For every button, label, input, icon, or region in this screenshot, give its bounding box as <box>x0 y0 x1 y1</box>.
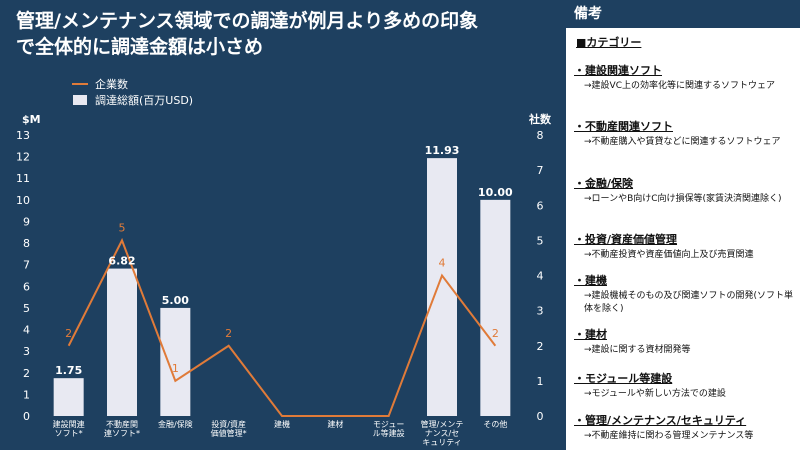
note-item: ・投資/資産価値管理 →不動産投資や資産価値向上及び売買関連 <box>574 231 796 262</box>
note-item: ・管理/メンテナンス/セキュリティ →不動産維持に関わる管理メンテナンス等 <box>574 412 796 443</box>
left-axis-tick-label: 1 <box>23 388 30 401</box>
right-axis-tick-label: 4 <box>537 270 544 283</box>
left-axis-tick-label: 8 <box>23 237 30 250</box>
note-category: ・建機 <box>574 274 607 287</box>
chart-title-line-2: で全体的に調達金額は小さめ <box>16 36 264 58</box>
note-category: ・建材 <box>574 328 607 341</box>
right-axis-tick-label: 0 <box>537 410 544 423</box>
company-count-line <box>67 237 497 417</box>
legend-bar-swatch <box>73 95 87 105</box>
right-axis-tick-label: 3 <box>537 305 544 318</box>
left-axis-tick-label: 11 <box>16 172 30 185</box>
line-data-label: 2 <box>65 327 72 340</box>
notes-list-title: ■カテゴリー <box>576 36 642 49</box>
category-tick-label: 金融/保険 <box>158 419 193 429</box>
bar <box>107 268 137 416</box>
bar <box>427 158 457 416</box>
note-description: →不動産購入や賃貸などに関連するソフトウェア <box>584 137 781 147</box>
right-axis-tick-label: 7 <box>537 164 544 177</box>
category-tick-label: その他 <box>483 419 507 429</box>
category-tick-label: 建材 <box>327 419 343 429</box>
left-axis-tick-label: 9 <box>23 215 30 228</box>
line-data-label: 2 <box>225 327 232 340</box>
left-axis-tick-label: 10 <box>16 194 30 207</box>
right-axis-tick-label: 6 <box>537 199 544 212</box>
note-description: →建設VC上の効率化等に関連するソフトウェア <box>584 81 775 91</box>
left-axis-tick-label: 3 <box>23 345 30 358</box>
chart-legend: 企業数 調達総額(百万USD) <box>72 77 193 107</box>
category-tick-label: 投資/資産価値管理* <box>211 419 247 438</box>
note-category: ・建設関連ソフト <box>574 64 662 77</box>
right-axis-tick-label: 8 <box>537 129 544 142</box>
note-description: →モジュールや新しい方法での建設 <box>584 389 726 399</box>
bar <box>160 307 191 416</box>
note-description: →不動産投資や資産価値向上及び売買関連 <box>584 250 754 260</box>
note-description: →建設に関する資材開発等 <box>584 345 691 355</box>
note-category: ・管理/メンテナンス/セキュリティ <box>574 414 747 427</box>
left-axis-tick-label: 2 <box>23 367 30 380</box>
line-data-label: 4 <box>439 257 446 270</box>
bar-data-label: 11.93 <box>425 144 460 157</box>
note-description: →ローンやB向けC向け損保等(家賃決済関連除く) <box>584 194 782 204</box>
left-axis-tick-label: 13 <box>16 129 30 142</box>
bar-data-label: 1.75 <box>55 364 82 377</box>
category-tick-label: 管理/メンテナンス/セキュリティ <box>421 419 464 447</box>
category-tick-label: 建設関連ソフト* <box>53 419 85 438</box>
line-data-label: 2 <box>492 327 499 340</box>
note-item: ・不動産関連ソフト →不動産購入や賃貸などに関連するソフトウェア <box>574 118 796 149</box>
bar-data-label: 5.00 <box>162 294 189 307</box>
note-category: ・モジュール等建設 <box>574 372 673 385</box>
right-axis-tick-label: 5 <box>537 234 544 247</box>
category-tick-label: モジュール等建設 <box>373 420 405 438</box>
left-axis-tick-label: 6 <box>23 280 30 293</box>
category-tick-label: 不動産関連ソフト* <box>104 419 140 438</box>
note-item: ・建材 →建設に関する資材開発等 <box>574 326 796 357</box>
chart-title-line-1: 管理/メンテナンス領域での調達が例月より多めの印象 <box>16 10 479 32</box>
left-axis-tick-label: 4 <box>23 324 30 337</box>
note-description: →不動産維持に関わる管理メンテナンス等 <box>584 431 754 441</box>
left-axis-tick-label: 12 <box>16 151 30 164</box>
note-item: ・モジュール等建設 →モジュールや新しい方法での建設 <box>574 370 796 401</box>
chart-title: 管理/メンテナンス領域での調達が例月より多めの印象 で全体的に調達金額は小さめ <box>16 8 556 60</box>
combo-chart: 企業数 調達総額(百万USD) $M 社数 012345678910111213… <box>16 77 552 447</box>
note-description: →建設機械そのもの及び関連ソフトの開発(ソフト単体を除く) <box>584 291 794 314</box>
left-axis-tick-label: 5 <box>23 302 30 315</box>
left-axis-title: $M <box>22 113 41 126</box>
bar <box>53 378 84 416</box>
note-item: ・金融/保険 →ローンやB向けC向け損保等(家賃決済関連除く) <box>574 175 796 206</box>
bar-data-label: 10.00 <box>478 186 513 199</box>
note-item: ・建機 →建設機械そのもの及び関連ソフトの開発(ソフト単体を除く) <box>574 272 796 316</box>
bar-data-label: 6.82 <box>108 255 135 268</box>
note-item: ・建設関連ソフト →建設VC上の効率化等に関連するソフトウェア <box>574 62 796 93</box>
legend-label-bar: 調達総額(百万USD) <box>95 93 193 107</box>
legend-label-line: 企業数 <box>95 77 128 91</box>
chart-panel: 管理/メンテナンス領域での調達が例月より多めの印象 で全体的に調達金額は小さめ … <box>0 0 566 450</box>
plot-area: 012345678910111213012345678建設関連ソフト*不動産関連… <box>16 129 544 447</box>
right-axis-title: 社数 <box>528 112 552 126</box>
note-category: ・金融/保険 <box>574 177 634 190</box>
notes-panel: 備考 ■カテゴリー ・建設関連ソフト →建設VC上の効率化等に関連するソフトウェ… <box>566 0 800 450</box>
notes-header: 備考 <box>566 0 800 28</box>
line-data-label: 5 <box>119 221 126 234</box>
line-data-label: 1 <box>172 362 179 375</box>
category-tick-label: 建機 <box>274 419 290 429</box>
note-category: ・投資/資産価値管理 <box>574 233 678 246</box>
right-axis-tick-label: 2 <box>537 340 544 353</box>
left-axis-tick-label: 0 <box>23 410 30 423</box>
right-axis-tick-label: 1 <box>537 375 544 388</box>
bar <box>480 199 511 416</box>
left-axis-tick-label: 7 <box>23 259 30 272</box>
note-category: ・不動産関連ソフト <box>574 120 673 133</box>
